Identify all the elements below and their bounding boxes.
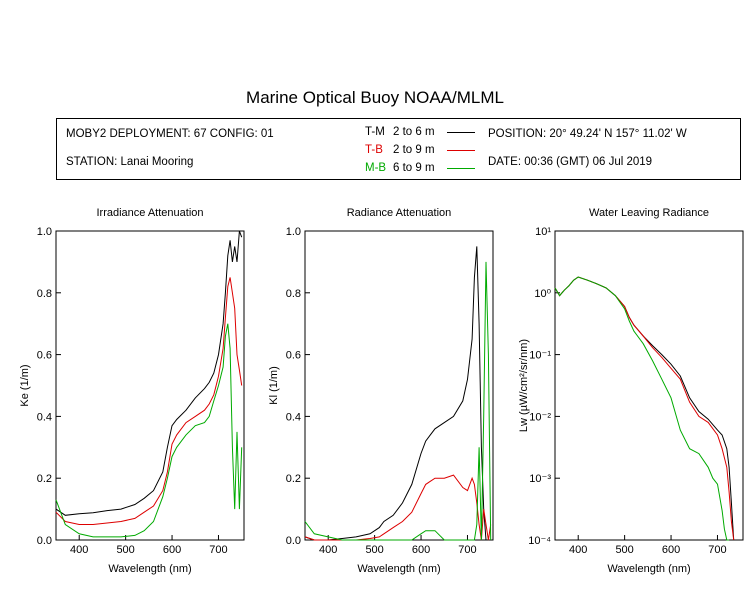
chart2-ytick-label: 1.0 (286, 226, 301, 238)
chart2-ytick-label: 0.0 (286, 535, 301, 547)
chart2-ytick-label: 0.8 (286, 288, 301, 300)
chart3-xtick-label: 500 (615, 544, 633, 556)
chart3-series-tb (554, 276, 735, 541)
chart1-xtick-label: 500 (116, 544, 134, 556)
deployment-text: MOBY2 DEPLOYMENT: 67 CONFIG: 01 (66, 128, 274, 140)
chart2-xtick-label: 700 (458, 544, 476, 556)
chart1-frame (55, 230, 245, 541)
legend-code-tm: T-M (365, 126, 385, 138)
chart3-ytick-label: 10⁻³ (529, 473, 551, 485)
chart2-series-tb (304, 474, 492, 541)
chart3-xlabel: Wavelength (nm) (607, 563, 690, 575)
chart1-xtick-label: 600 (163, 544, 181, 556)
chart1-series-mb (55, 323, 243, 538)
chart2-xlabel: Wavelength (nm) (357, 563, 440, 575)
chart3-series-tm (554, 276, 735, 541)
chart1-xtick-label: 400 (70, 544, 88, 556)
chart3-ytick-label: 10¹ (535, 226, 551, 238)
chart1-xlabel: Wavelength (nm) (108, 563, 191, 575)
legend-code-mb: M-B (365, 162, 387, 174)
chart3-title: Water Leaving Radiance (589, 207, 709, 219)
chart2-xtick-label: 600 (412, 544, 430, 556)
chart2-series-tm (304, 246, 491, 541)
chart1-ytick-label: 1.0 (37, 226, 52, 238)
info-box: MOBY2 DEPLOYMENT: 67 CONFIG: 01 STATION:… (56, 118, 741, 180)
chart1-series-tb (55, 277, 243, 525)
chart2-xtick-label: 400 (319, 544, 337, 556)
chart2-ytick-label: 0.2 (286, 473, 301, 485)
chart1-ytick-label: 0.2 (37, 473, 52, 485)
chart1-ytick-label: 0.4 (37, 411, 52, 423)
legend-line-tb (447, 150, 475, 151)
chart2-ytick-label: 0.6 (286, 350, 301, 362)
chart1-ytick-label: 0.6 (37, 350, 52, 362)
chart1-xtick-label: 700 (209, 544, 227, 556)
chart2-title: Radiance Attenuation (347, 207, 452, 219)
chart2-frame (304, 230, 494, 541)
chart3-ylabel: Lw (µW/cm²/sr/nm) (518, 339, 530, 432)
chart1-ytick-label: 0.0 (37, 535, 52, 547)
chart1-title: Irradiance Attenuation (96, 207, 203, 219)
chart3-frame (554, 230, 744, 541)
chart3-ytick-label: 10⁻² (529, 411, 551, 423)
chart1-ylabel: Ke (1/m) (19, 364, 31, 406)
legend-range-mb: 6 to 9 m (393, 162, 435, 174)
chart1-ytick-label: 0.8 (37, 288, 52, 300)
chart3-series-mb (554, 276, 730, 541)
legend-range-tb: 2 to 9 m (393, 144, 435, 156)
chart1-series-tm (55, 230, 243, 516)
chart2-ylabel: Kl (1/m) (268, 366, 280, 405)
legend-range-tm: 2 to 6 m (393, 126, 435, 138)
chart2-xtick-label: 500 (365, 544, 383, 556)
chart3-ytick-label: 10⁻⁴ (528, 535, 551, 547)
chart2-series-mb (304, 261, 492, 541)
chart3-xtick-label: 700 (708, 544, 726, 556)
legend-code-tb: T-B (365, 144, 383, 156)
position-text: POSITION: 20° 49.24' N 157° 11.02' W (488, 128, 687, 140)
chart3-ytick-label: 10⁻¹ (529, 350, 551, 362)
legend-line-mb (447, 168, 475, 169)
station-text: STATION: Lanai Mooring (66, 156, 194, 168)
date-text: DATE: 00:36 (GMT) 06 Jul 2019 (488, 156, 653, 168)
chart3-ytick-label: 10⁰ (534, 288, 551, 300)
chart3-xtick-label: 600 (662, 544, 680, 556)
page-title: Marine Optical Buoy NOAA/MLML (246, 88, 504, 107)
chart2-ytick-label: 0.4 (286, 411, 301, 423)
chart3-xtick-label: 400 (569, 544, 587, 556)
legend-line-tm (447, 132, 475, 133)
